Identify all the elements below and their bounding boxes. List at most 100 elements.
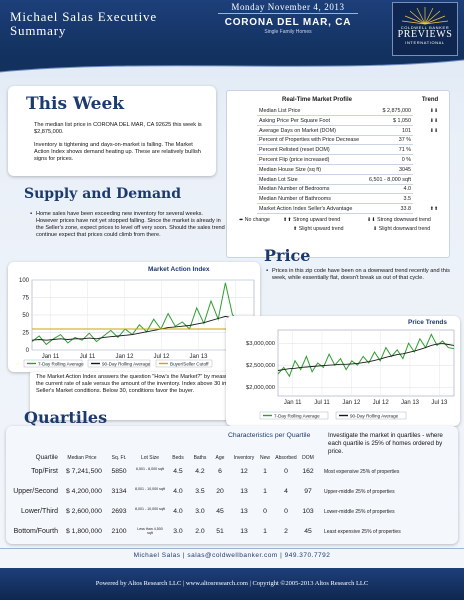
quartiles-box — [6, 426, 458, 544]
quartile-cell-sqft: 3134 — [111, 488, 127, 495]
x-tick-label: Jan 12 — [342, 400, 361, 406]
profile-row: Percent of Properties with Price Decreas… — [257, 136, 413, 146]
x-tick-label: Jan 13 — [189, 354, 208, 360]
quartile-header: Sq. Ft. — [111, 455, 127, 461]
trend-arrow-icon: ⬇⬇ — [429, 127, 439, 134]
this-week-para1: The median list price in CORONA DEL MAR,… — [34, 122, 202, 135]
series-line-1 — [31, 282, 255, 346]
quartile-cell-lot: 8,001 - 10,000 sqft — [135, 507, 165, 511]
city-name: CORONA DEL MAR, CA — [224, 17, 352, 28]
profile-row: Asking Price Per Square Foot $ 1,050 ⬇⬇ — [257, 117, 438, 126]
trend-header: Trend — [421, 97, 439, 103]
quartile-cell-abs: 0 — [284, 468, 288, 475]
plot-area — [277, 329, 455, 397]
y-tick-label: 75 — [22, 296, 29, 302]
profile-label: Median Number of Bathrooms — [259, 196, 331, 203]
this-week-heading: This Week — [26, 94, 125, 114]
mai-note-box — [30, 372, 250, 420]
quartile-cell-abs: 0 — [284, 508, 288, 515]
header-center: Monday November 4, 2013 CORONA DEL MAR, … — [218, 0, 358, 56]
quartile-cell-q: Top/First — [31, 468, 58, 475]
quartile-cell-dom: 45 — [304, 528, 312, 535]
profile-label: Percent Relisted (reset DOM) — [259, 147, 330, 154]
profile-row: Percent Flip (price increased) 0 % — [257, 156, 413, 165]
quartile-cell-q: Lower/Third — [21, 508, 58, 515]
y-tick-label: 100 — [19, 278, 30, 284]
quartile-cell-age: 45 — [216, 508, 224, 515]
quartile-cell-new: 1 — [263, 468, 267, 475]
quartile-cell-inv: 13 — [240, 488, 248, 495]
y-tick-label: $2,500,000 — [246, 363, 275, 369]
y-tick-label: $2,000,000 — [246, 385, 275, 391]
quartile-cell-price: $ 7,241,500 — [66, 468, 102, 475]
x-tick-label: Jul 11 — [314, 400, 330, 406]
quartile-description: Lower-middle 25% of properties — [324, 509, 395, 515]
profile-label: Asking Price Per Square Foot — [259, 117, 331, 124]
logo-line2: PREVIEWS — [397, 29, 453, 40]
supply-demand-heading: Supply and Demand — [24, 186, 182, 202]
profile-value: $ 2,875,000 — [382, 108, 411, 114]
profile-label: Percent of Properties with Price Decreas… — [259, 137, 360, 144]
this-week-box — [8, 86, 216, 176]
contact-line: Michael Salas | salas@coldwellbanker.com… — [0, 548, 464, 562]
profile-value: 4.0 — [403, 186, 412, 193]
market-profile-table: Real-Time Market Profile Trend Median Li… — [226, 90, 450, 258]
legend-label: 7-Day Rolling Average — [274, 414, 320, 419]
y-tick-label: 25 — [22, 331, 29, 337]
quartile-cell-new: 1 — [263, 488, 267, 495]
quartiles-table: Quartile Median Price Sq. Ft. Lot Size Beds B… — [8, 444, 400, 544]
quartile-header: Age — [215, 455, 225, 461]
x-tick-label: Jul 12 — [153, 354, 170, 360]
legend-label: 7-Day Rolling Average — [38, 362, 84, 367]
quartile-cell-beds: 4.0 — [173, 488, 183, 495]
logo-line1: COLDWELL BANKER — [400, 25, 450, 30]
legend-slight-up: ⬆ Slight upward trend — [293, 226, 344, 232]
quartile-cell-inv: 13 — [240, 528, 248, 535]
price-text: Prices in this zip code have been on a d… — [266, 268, 452, 282]
quartile-cell-dom: 162 — [302, 468, 314, 475]
header-wave — [0, 56, 464, 73]
profile-row: Percent Relisted (reset DOM) 71 % — [257, 146, 413, 156]
quartile-cell-q: Bottom/Fourth — [13, 528, 58, 535]
report-date: Monday November 4, 2013 — [218, 2, 358, 14]
profile-row: Median List Price $ 2,875,000 ⬇⬇ — [257, 107, 438, 116]
price-heading: Price — [264, 246, 311, 265]
footer: Powered by Altos Research LLC | www.alto… — [0, 568, 464, 600]
y-tick-label: 50 — [22, 313, 29, 319]
quartile-cell-beds: 4.5 — [173, 468, 183, 475]
quartile-cell-dom: 97 — [304, 488, 312, 495]
quartile-header: Beds — [172, 455, 184, 461]
quartile-cell-lot: 6,501 - 8,000 sqft — [136, 467, 164, 471]
quartile-description: Upper-middle 25% of properties — [324, 489, 395, 495]
x-tick-label: Jul 12 — [373, 400, 390, 406]
quartile-cell-age: 20 — [216, 488, 224, 495]
quartile-cell-baths: 4.2 — [195, 468, 205, 475]
quartile-header: Median Price — [67, 455, 97, 461]
trend-arrow-icon: ⬇⬇ — [429, 117, 439, 124]
legend-strong-down: ⬇⬇ Strong downward trend — [367, 217, 431, 223]
profile-value: 71 % — [398, 147, 411, 154]
legend-strong-up: ⬆⬆ Strong upward trend — [283, 217, 341, 223]
legend-slight-down: ⬇ Slight downward trend — [373, 226, 431, 232]
quartiles-heading: Quartiles — [24, 408, 108, 427]
report-title: Michael Salas Executive Summary — [10, 9, 157, 38]
legend-item — [23, 359, 83, 368]
x-tick-label: Jul 13 — [431, 400, 448, 406]
quartile-header: New — [259, 455, 270, 461]
quartile-cell-age: 6 — [218, 468, 222, 475]
quartile-cell-price: $ 4,200,000 — [66, 488, 102, 495]
quartile-cell-sqft: 2100 — [111, 528, 127, 535]
quartile-cell-lot: Less than 4,500 sqft — [137, 527, 163, 536]
legend-label: 90-Day Rolling Average — [102, 362, 151, 367]
quartile-cell-baths: 3.0 — [195, 508, 205, 515]
coldwell-banker-logo: COLDWELL BANKER PREVIEWS INTERNATIONAL — [392, 2, 458, 56]
this-week-para2: Inventory is tightening and days-on-mark… — [34, 142, 201, 162]
mai-note: The Market Action Index answers the ques… — [36, 374, 240, 394]
quartile-cell-q: Upper/Second — [13, 488, 58, 495]
quartile-cell-lot: 8,001 - 10,000 sqft — [135, 487, 165, 491]
profile-value: 3045 — [399, 166, 411, 173]
legend-label: Buyer/Seller Cutoff — [170, 362, 209, 367]
legend-item — [259, 411, 329, 420]
quartile-cell-baths: 2.0 — [195, 528, 205, 535]
